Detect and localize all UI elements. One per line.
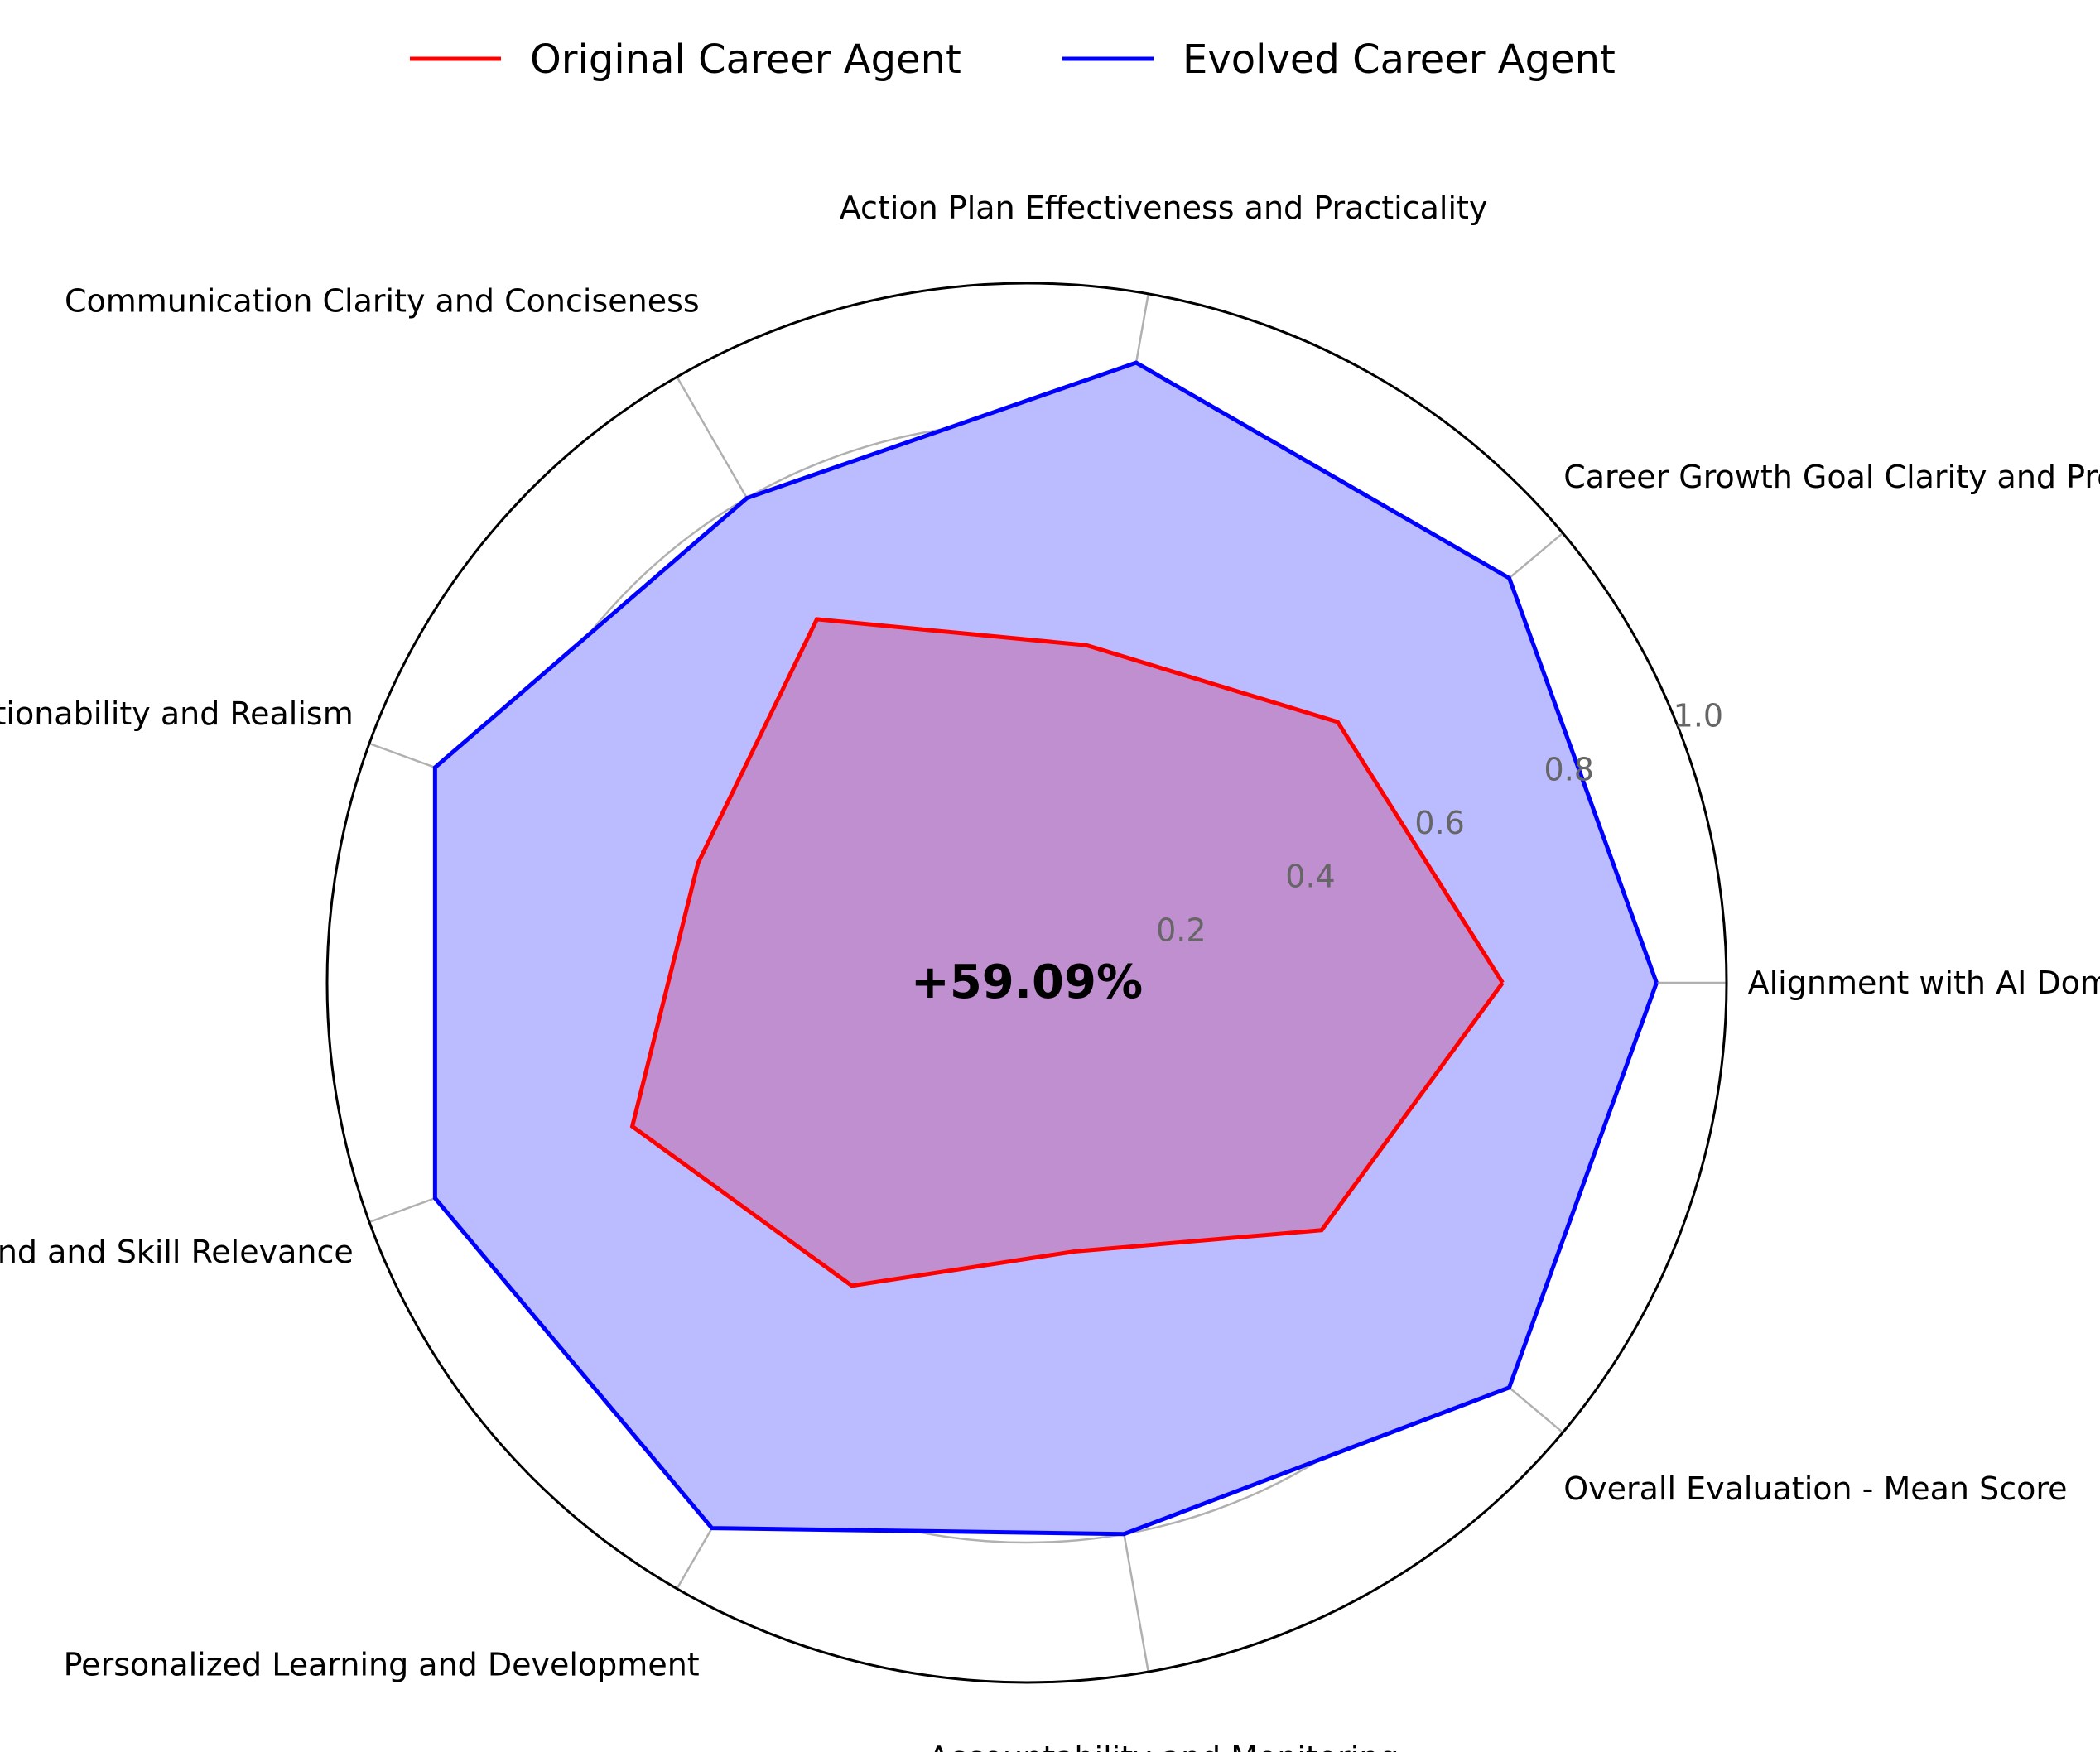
r-tick-label-5: 1.0 — [1674, 698, 1723, 734]
original-series-line — [629, 617, 1505, 1288]
original-series-area — [632, 618, 1503, 1286]
outer-frame — [325, 282, 1728, 1684]
category-label-9: Overall Evaluation - Mean Score — [1563, 1470, 2067, 1507]
legend-label-original: Original Career Agent — [530, 36, 961, 83]
r-tick-label-4: 0.8 — [1544, 751, 1594, 787]
r-tick-label-3: 0.6 — [1414, 805, 1464, 841]
category-label-5: Actionability and Realism — [0, 696, 354, 732]
r-tick-label-2: 0.4 — [1285, 859, 1335, 895]
radar-series — [325, 282, 1728, 1684]
category-label-7: Personalized Learning and Development — [64, 1646, 700, 1682]
radar-labels: 0.2 0.4 0.6 0.8 1.0 Alignment with AI Domain … — [0, 190, 2100, 1752]
category-label-6: Industry Trend and Skill Relevance — [0, 1234, 354, 1270]
category-label-8: Accountability and Monitoring — [928, 1740, 1399, 1752]
evolved-series-line — [432, 360, 1659, 1537]
category-label-2: Career Growth Goal Clarity and Precision — [1563, 459, 2100, 495]
category-label-1: Alignment with AI Domain Expertise — [1748, 965, 2100, 1001]
r-tick-label-1: 0.2 — [1156, 912, 1206, 948]
category-label-3: Action Plan Effectiveness and Practicali… — [840, 190, 1488, 226]
improvement-annotation: +59.09% — [911, 955, 1143, 1009]
legend: Original Career Agent Evolved Career Age… — [410, 36, 1616, 83]
legend-label-evolved: Evolved Career Agent — [1182, 36, 1616, 83]
category-label-4: Communication Clarity and Conciseness — [65, 283, 700, 320]
